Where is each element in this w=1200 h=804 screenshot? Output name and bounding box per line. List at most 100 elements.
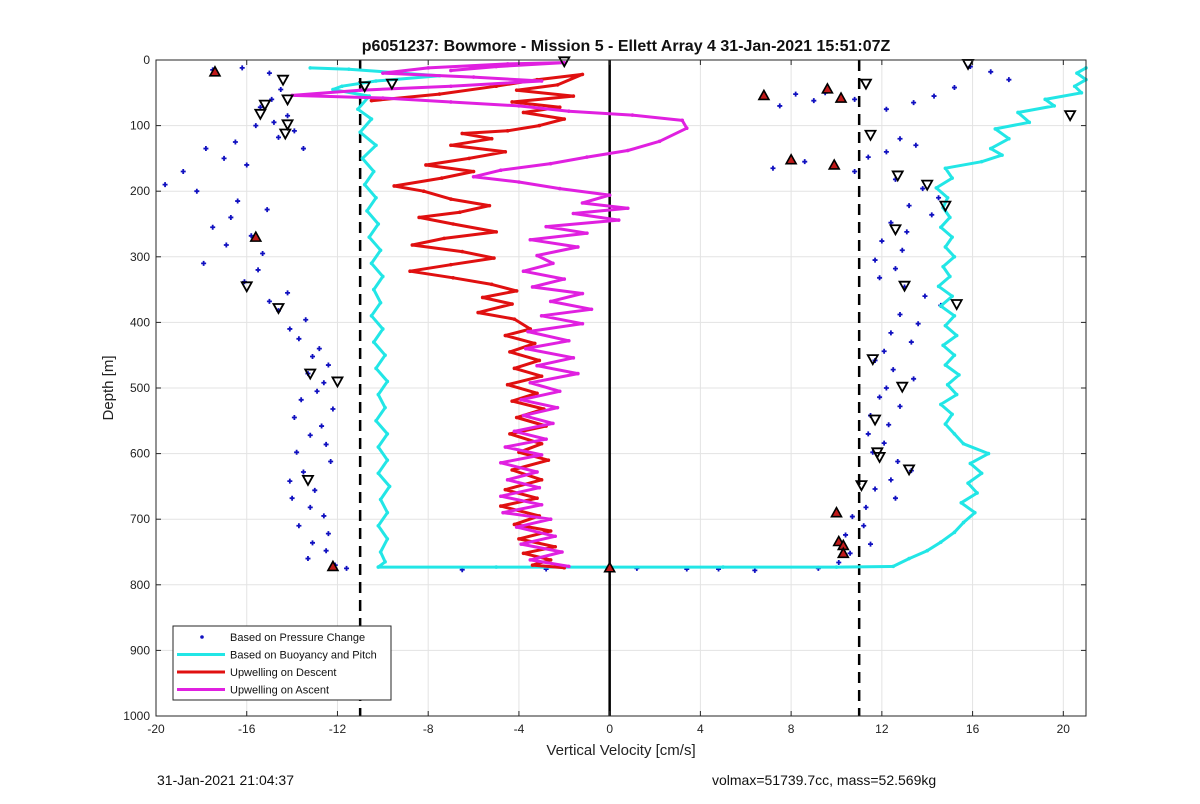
pressure-point <box>892 266 898 272</box>
pressure-point <box>872 486 878 492</box>
series-point-upwelling-on-ascent <box>557 389 562 394</box>
series-point-upwelling-on-ascent <box>571 211 576 216</box>
pressure-point <box>883 106 889 112</box>
series-point-upwelling-on-ascent <box>580 291 585 296</box>
series-point-upwelling-on-descent <box>460 131 465 136</box>
series-point-based-on-buoyancy-and-pitch <box>374 143 378 148</box>
series-point-upwelling-on-ascent <box>562 277 567 281</box>
series-point-upwelling-on-ascent <box>471 174 476 179</box>
down-triangle-marker <box>358 81 372 94</box>
series-point-upwelling-on-descent <box>537 123 542 128</box>
up-triangle-marker <box>830 505 843 518</box>
series-point-upwelling-on-descent <box>521 551 526 556</box>
up-triangle-marker <box>208 65 222 77</box>
series-point-upwelling-on-ascent <box>535 363 539 368</box>
down-triangle-marker <box>866 354 880 366</box>
pressure-point <box>287 478 293 484</box>
legend: Based on Pressure Change Based on Buoyanc… <box>172 625 392 701</box>
x-tick-label: 0 <box>606 722 613 736</box>
series-point-upwelling-on-ascent <box>589 307 594 312</box>
pressure-point <box>305 556 311 562</box>
series-point-based-on-buoyancy-and-pitch <box>376 222 381 226</box>
series-point-upwelling-on-ascent <box>626 206 630 211</box>
series-point-upwelling-on-ascent <box>512 429 517 434</box>
series-point-based-on-buoyancy-and-pitch <box>834 565 839 569</box>
series-point-upwelling-on-descent <box>539 374 544 378</box>
gridlines <box>155 59 1086 717</box>
pressure-point <box>223 242 229 248</box>
series-point-upwelling-on-ascent <box>557 186 562 191</box>
series-point-upwelling-on-ascent <box>560 550 564 554</box>
series-point-upwelling-on-ascent <box>607 193 612 197</box>
down-triangle-marker <box>240 281 254 294</box>
series-point-upwelling-on-ascent <box>539 314 544 318</box>
pressure-point <box>260 251 266 257</box>
series-point-based-on-buoyancy-and-pitch <box>945 382 950 387</box>
pressure-point <box>911 376 917 382</box>
series-point-based-on-buoyancy-and-pitch <box>381 274 385 279</box>
series-point-based-on-buoyancy-and-pitch <box>948 274 952 279</box>
series-point-based-on-buoyancy-and-pitch <box>378 497 383 502</box>
series-point-upwelling-on-descent <box>539 478 544 482</box>
series-point-upwelling-on-descent <box>505 382 510 387</box>
series-point-upwelling-on-ascent <box>449 100 453 104</box>
series-point-upwelling-on-descent <box>562 117 567 121</box>
chart-title: p6051237: Bowmore - Mission 5 - Ellett A… <box>362 38 891 55</box>
pressure-point <box>325 531 331 537</box>
series-point-based-on-buoyancy-and-pitch <box>1072 84 1077 89</box>
series-point-upwelling-on-ascent <box>358 88 362 92</box>
pressure-point <box>269 96 275 102</box>
pressure-point <box>904 229 910 235</box>
series-point-based-on-buoyancy-and-pitch <box>950 294 954 298</box>
pressure-point <box>321 513 327 519</box>
pressure-point <box>915 321 921 327</box>
series-point-upwelling-on-ascent <box>535 253 539 258</box>
down-triangle-marker <box>330 376 344 389</box>
series-point-based-on-buoyancy-and-pitch <box>385 510 390 515</box>
series-point-upwelling-on-ascent <box>544 437 548 441</box>
series-point-based-on-buoyancy-and-pitch <box>381 327 385 331</box>
series-point-upwelling-on-descent <box>498 504 503 508</box>
y-tick-label: 1000 <box>123 709 150 723</box>
series-point-based-on-buoyancy-and-pitch <box>939 304 943 308</box>
series-point-upwelling-on-ascent <box>519 398 523 402</box>
series-point-upwelling-on-ascent <box>517 180 521 184</box>
series-point-upwelling-on-ascent <box>580 321 585 326</box>
x-tick-label: 16 <box>966 722 980 736</box>
series-point-based-on-buoyancy-and-pitch <box>950 412 954 417</box>
up-triangle-marker <box>821 82 834 94</box>
pressure-point <box>897 312 903 318</box>
series-point-based-on-buoyancy-and-pitch <box>371 287 376 292</box>
series-point-based-on-buoyancy-and-pitch <box>945 195 950 200</box>
series-point-based-on-buoyancy-and-pitch <box>986 451 991 456</box>
series-point-based-on-buoyancy-and-pitch <box>891 564 895 569</box>
pressure-point <box>271 119 277 125</box>
series-point-upwelling-on-descent <box>514 289 519 293</box>
pressure-point <box>770 165 776 171</box>
down-triangle-marker <box>950 299 964 311</box>
series-point-upwelling-on-ascent <box>567 564 571 569</box>
series-point-based-on-buoyancy-and-pitch <box>362 182 367 187</box>
pressure-point <box>849 514 855 520</box>
series-point-based-on-buoyancy-and-pitch <box>378 550 383 554</box>
series-point-based-on-buoyancy-and-pitch <box>941 264 945 269</box>
series-point-upwelling-on-ascent <box>626 148 630 153</box>
series-point-upwelling-on-descent <box>392 184 396 188</box>
pressure-point <box>210 224 216 230</box>
series-point-based-on-buoyancy-and-pitch <box>376 565 381 569</box>
down-triangle-marker <box>301 474 315 487</box>
pressure-point <box>883 385 889 391</box>
series-point-upwelling-on-descent <box>437 92 442 96</box>
series-point-upwelling-on-ascent <box>535 470 539 474</box>
series-point-upwelling-on-descent <box>548 558 553 562</box>
series-point-based-on-buoyancy-and-pitch <box>374 366 378 371</box>
series-point-upwelling-on-descent <box>553 544 558 549</box>
series-point-upwelling-on-ascent <box>498 460 503 465</box>
series-point-upwelling-on-descent <box>503 150 508 154</box>
pressure-point <box>323 441 329 447</box>
series-point-upwelling-on-descent <box>369 98 374 103</box>
series-point-based-on-buoyancy-and-pitch <box>385 458 390 462</box>
series-point-upwelling-on-descent <box>480 295 485 300</box>
pressure-point <box>802 159 808 165</box>
series-point-based-on-buoyancy-and-pitch <box>907 556 911 561</box>
